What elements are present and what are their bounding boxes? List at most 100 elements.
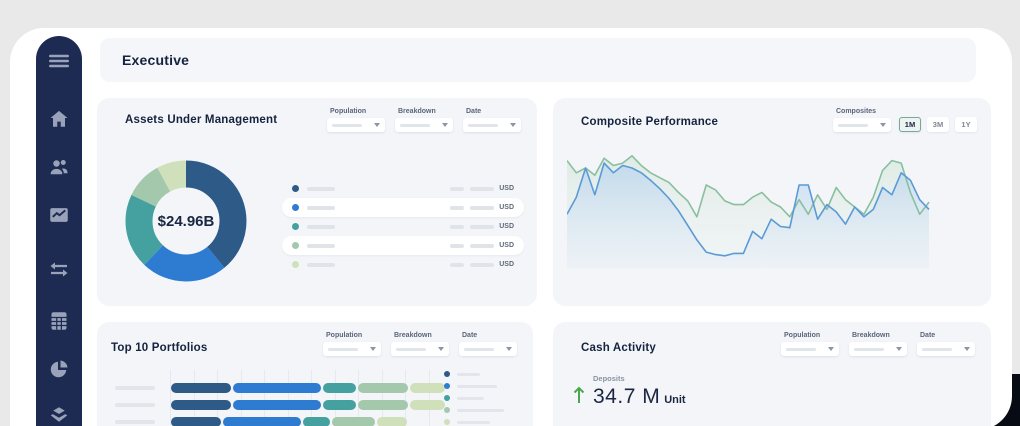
filter-dropdown-date[interactable] xyxy=(463,118,521,132)
chevron-down-icon xyxy=(828,347,834,351)
deposits-metric: Deposits 34.7 M Unit xyxy=(571,374,686,409)
legend-unit: USD xyxy=(499,223,514,230)
filter-label-composites: Composites xyxy=(836,108,877,115)
card-top-10-portfolios: Top 10 Portfolios Population Breakdown Dat… xyxy=(97,322,533,426)
line-composite-blue xyxy=(566,162,930,257)
chevron-down-icon xyxy=(896,347,902,351)
legend-label-placeholder xyxy=(457,408,504,412)
page-title: Executive xyxy=(122,52,190,68)
chevron-down-icon xyxy=(374,123,380,127)
bar-segment xyxy=(223,417,301,426)
dropdown-placeholder xyxy=(396,347,426,351)
range-button-1m[interactable]: 1M xyxy=(899,117,921,132)
bar-segment xyxy=(171,417,221,426)
legend-dot xyxy=(444,371,450,377)
allocation-pie-icon[interactable] xyxy=(49,359,69,379)
dropdown-placeholder xyxy=(328,347,358,351)
filter-label-breakdown: Breakdown xyxy=(398,108,436,115)
filter-label-date: Date xyxy=(462,332,478,339)
filter-dropdown-population[interactable] xyxy=(781,342,839,356)
range-button-1y[interactable]: 1Y xyxy=(955,117,977,132)
legend-dot xyxy=(292,185,299,192)
card-title: Assets Under Management xyxy=(125,114,278,126)
time-range-group: 1M 3M 1Y xyxy=(899,117,977,132)
filter-dropdown-population[interactable] xyxy=(323,342,381,356)
bar-segment xyxy=(171,400,231,410)
filter-dropdown-date[interactable] xyxy=(917,342,975,356)
legend-dot xyxy=(292,204,299,211)
card-title: Top 10 Portfolios xyxy=(111,342,208,354)
filter-label-breakdown: Breakdown xyxy=(852,332,890,339)
page-header: Executive xyxy=(100,38,976,82)
metric-value: 34.7 M xyxy=(593,385,661,408)
aum-legend-row[interactable]: USD xyxy=(282,217,524,236)
layers-icon[interactable] xyxy=(49,405,69,425)
card-assets-under-management: Assets Under Management Population Breakd… xyxy=(97,98,537,306)
cash-filters: Population Breakdown Date xyxy=(781,332,975,356)
legend-dot xyxy=(444,383,450,389)
legend-dot xyxy=(444,419,450,425)
composite-controls: Composites 1M 3M 1Y xyxy=(833,108,977,132)
row-label-placeholder xyxy=(115,386,155,390)
filter-dropdown-date[interactable] xyxy=(459,342,517,356)
filter-dropdown-population[interactable] xyxy=(327,118,385,132)
home-icon[interactable] xyxy=(49,109,69,129)
legend-unit: USD xyxy=(499,185,514,192)
card-cash-activity: Cash Activity Population Breakdown Date De… xyxy=(553,322,991,426)
filter-label-population: Population xyxy=(326,332,363,339)
legend-value-placeholder xyxy=(470,243,495,248)
transfers-icon[interactable] xyxy=(49,259,69,279)
portfolios-legend-item xyxy=(444,380,504,392)
bar-segment xyxy=(377,417,407,426)
composites-filter: Composites xyxy=(833,108,891,132)
portfolio-bar-row[interactable] xyxy=(111,417,533,426)
bar-segment xyxy=(410,400,445,410)
aum-legend-row[interactable]: USD xyxy=(282,179,524,198)
range-button-3m[interactable]: 3M xyxy=(927,117,949,132)
aum-legend-row[interactable]: USD xyxy=(282,198,524,217)
performance-chart-icon[interactable] xyxy=(49,205,69,225)
menu-icon[interactable] xyxy=(49,51,69,71)
calculator-icon[interactable] xyxy=(49,311,69,331)
aum-legend: USD USD USD USD USD xyxy=(282,179,524,274)
legend-unit: USD xyxy=(499,242,514,249)
chevron-down-icon xyxy=(964,347,970,351)
aum-legend-row[interactable]: USD xyxy=(282,236,524,255)
filter-dropdown-breakdown[interactable] xyxy=(395,118,453,132)
bar-segment xyxy=(358,383,408,393)
legend-label-placeholder xyxy=(457,372,480,376)
bar-segment xyxy=(332,417,375,426)
legend-value-placeholder xyxy=(470,186,495,191)
legend-name-placeholder xyxy=(307,224,335,229)
sidebar xyxy=(36,36,82,426)
legend-name-placeholder xyxy=(307,186,335,191)
legend-value-placeholder xyxy=(470,224,495,229)
portfolios-filters: Population Breakdown Date xyxy=(323,332,517,356)
bar-segment xyxy=(323,383,356,393)
filter-label-breakdown: Breakdown xyxy=(394,332,432,339)
filter-dropdown-breakdown[interactable] xyxy=(391,342,449,356)
card-title: Cash Activity xyxy=(581,342,657,354)
filter-label-date: Date xyxy=(920,332,936,339)
donut-slice xyxy=(125,160,247,282)
app-canvas: Executive Assets Under Management Popula… xyxy=(10,28,1012,426)
portfolio-bar-row[interactable] xyxy=(111,400,533,410)
portfolios-legend-item xyxy=(444,392,504,404)
users-icon[interactable] xyxy=(49,157,69,177)
dropdown-placeholder xyxy=(400,123,430,127)
legend-dot xyxy=(292,261,299,268)
legend-name-placeholder xyxy=(307,243,335,248)
chevron-down-icon xyxy=(370,347,376,351)
donut-slice xyxy=(125,160,247,282)
filter-dropdown-breakdown[interactable] xyxy=(849,342,907,356)
bar-segment xyxy=(323,400,356,410)
aum-total-value: $24.96B xyxy=(157,212,215,230)
bar-segment xyxy=(171,383,231,393)
aum-legend-row[interactable]: USD xyxy=(282,255,524,274)
dropdown-placeholder xyxy=(464,347,494,351)
dropdown-placeholder xyxy=(786,347,816,351)
legend-value-placeholder xyxy=(470,262,495,267)
portfolio-bar-row[interactable] xyxy=(111,383,533,393)
metric-label: Deposits xyxy=(593,374,625,383)
filter-dropdown-composites[interactable] xyxy=(833,118,891,132)
